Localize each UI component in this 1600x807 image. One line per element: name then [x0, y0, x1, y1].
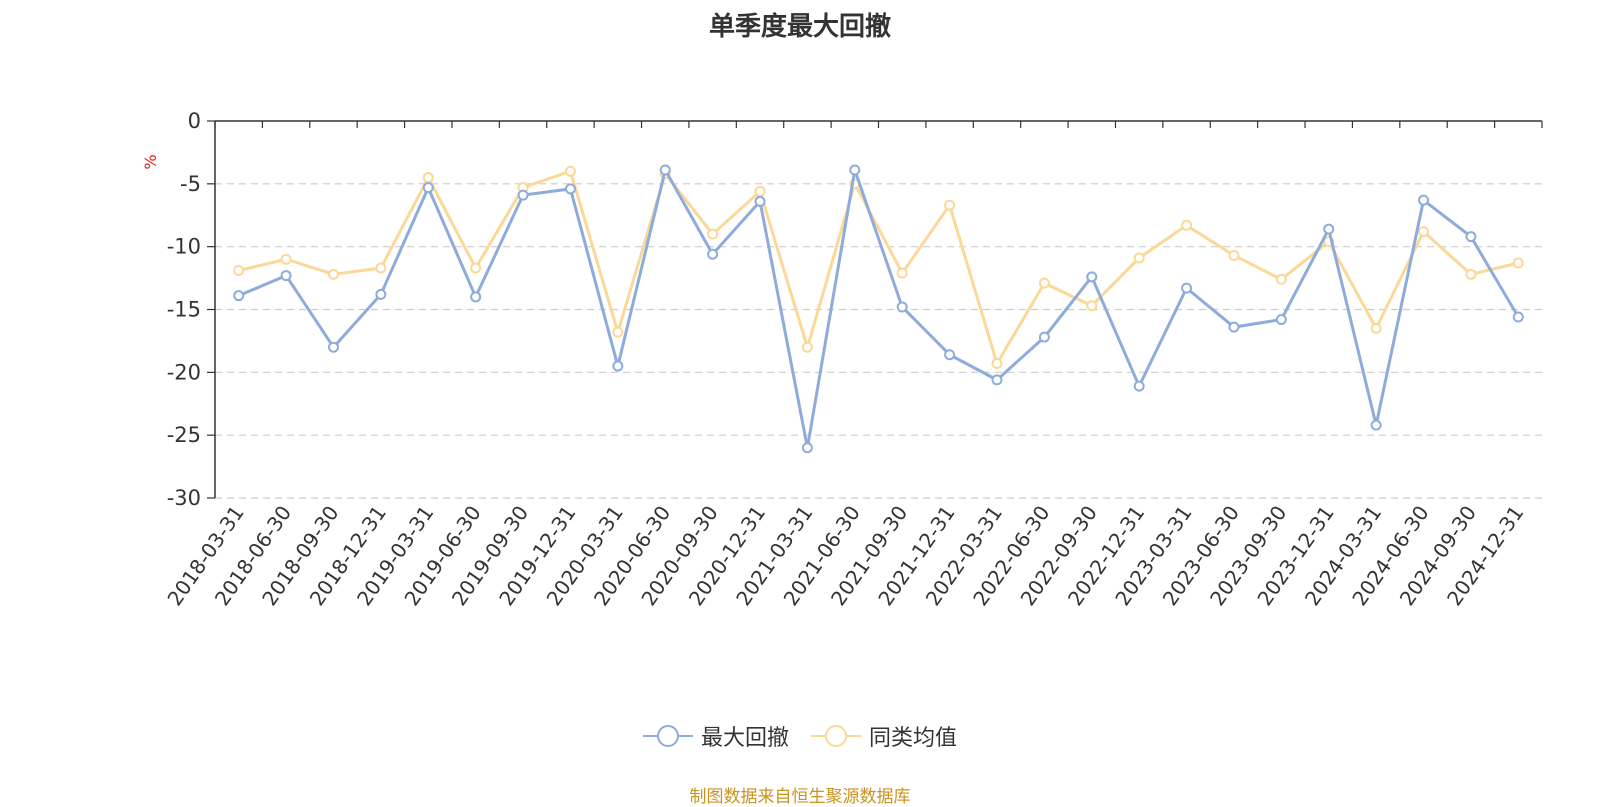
data-point: [1370, 322, 1382, 334]
data-point: [470, 262, 482, 274]
data-point: [1133, 380, 1145, 392]
data-point: [707, 248, 719, 260]
y-tick-label: -20: [167, 360, 201, 384]
y-tick-label: -10: [167, 235, 201, 259]
data-point: [659, 164, 671, 176]
y-axis-unit-label: %: [141, 154, 160, 169]
data-point: [1418, 226, 1430, 238]
data-point: [1323, 223, 1335, 235]
data-point: [375, 262, 387, 274]
chart-title: 单季度最大回撤: [708, 12, 891, 42]
y-tick-label: -5: [180, 172, 201, 196]
data-point: [470, 291, 482, 303]
data-point: [1275, 314, 1287, 326]
data-point: [944, 349, 956, 361]
data-point: [1275, 273, 1287, 285]
data-point: [1038, 277, 1050, 289]
data-point: [1465, 268, 1477, 280]
data-point: [1181, 282, 1193, 294]
data-point: [754, 195, 766, 207]
legend: 最大回撤 同类均值: [0, 720, 1600, 752]
source-note: 制图数据来自恒生聚源数据库: [689, 787, 911, 807]
data-point: [1512, 311, 1524, 323]
data-point: [422, 172, 434, 184]
data-point: [849, 164, 861, 176]
data-point: [375, 288, 387, 300]
data-point: [233, 290, 245, 302]
data-point: [564, 165, 576, 177]
grid-lines: [215, 183, 1542, 499]
data-point: [517, 189, 529, 201]
data-point: [1228, 249, 1240, 261]
data-point: [612, 326, 624, 338]
data-point: [1465, 231, 1477, 243]
data-point: [896, 301, 908, 313]
data-point: [327, 268, 339, 280]
data-point: [801, 442, 813, 454]
series-lines: [233, 164, 1524, 454]
data-point: [1038, 331, 1050, 343]
data-point: [991, 374, 1003, 386]
y-tick-label: -25: [167, 423, 201, 447]
y-tick-label: -15: [167, 298, 201, 322]
legend-label: 同类均值: [869, 726, 958, 751]
series-line: [238, 169, 1519, 366]
data-point: [233, 265, 245, 277]
data-point: [280, 270, 292, 282]
legend-item-series-2[interactable]: 同类均值: [811, 720, 957, 752]
data-point: [1418, 194, 1430, 206]
y-tick-label: 0: [188, 109, 201, 133]
data-point: [1181, 219, 1193, 231]
data-point: [612, 360, 624, 372]
data-point: [327, 341, 339, 353]
data-point: [896, 267, 908, 279]
legend-swatch-icon: [811, 725, 861, 747]
data-point: [1228, 321, 1240, 333]
data-point: [1133, 252, 1145, 264]
data-point: [754, 185, 766, 197]
y-tick-label: -30: [167, 486, 201, 510]
legend-item-series-1[interactable]: 最大回撤: [642, 720, 789, 752]
data-point: [422, 182, 434, 194]
data-point: [1512, 257, 1524, 269]
legend-label: 最大回撤: [700, 726, 789, 751]
data-point: [280, 253, 292, 265]
data-point: [1086, 300, 1098, 312]
series-line: [238, 168, 1520, 450]
data-point: [991, 358, 1003, 370]
data-point: [944, 199, 956, 211]
data-point: [1370, 419, 1382, 431]
legend-swatch-icon: [642, 725, 693, 747]
data-point: [1086, 271, 1098, 283]
data-point: [564, 183, 576, 195]
data-point: [801, 341, 813, 353]
data-point: [707, 228, 719, 240]
